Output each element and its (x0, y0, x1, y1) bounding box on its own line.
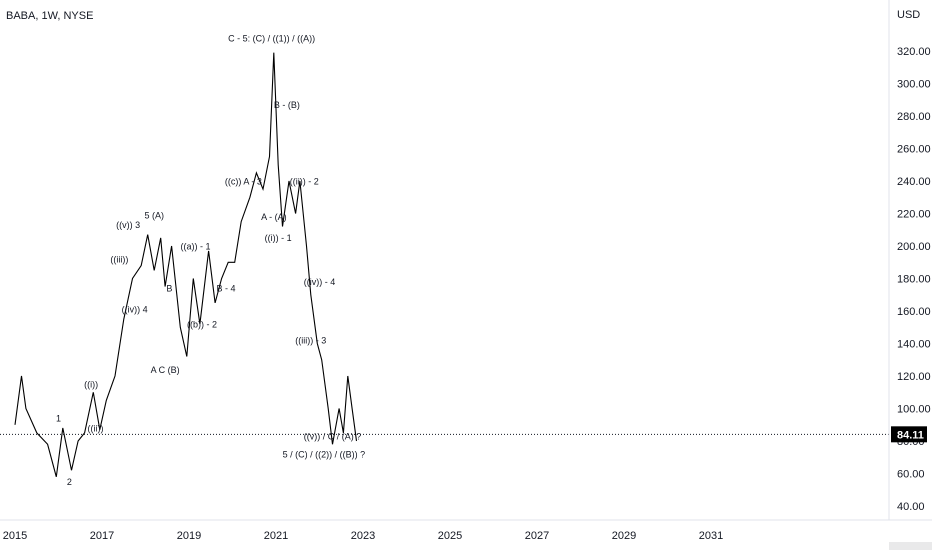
wave-label: 2 (67, 477, 72, 487)
x-tick-label: 2021 (264, 530, 288, 542)
chart-title: BABA, 1W, NYSE (6, 10, 93, 22)
y-tick-label: 40.00 (897, 501, 925, 513)
y-tick-label: 280.00 (897, 111, 931, 123)
price-series-line (14, 52, 358, 477)
y-tick-label: 60.00 (897, 469, 925, 481)
y-tick-label: 160.00 (897, 306, 931, 318)
y-tick-label: 100.00 (897, 404, 931, 416)
y-tick-label: 320.00 (897, 46, 931, 58)
y-tick-label: 260.00 (897, 144, 931, 156)
y-tick-label: 240.00 (897, 176, 931, 188)
last-price-badge-label: 84.11 (897, 429, 924, 441)
time-axis[interactable]: 2015 2017 2019 2021 2023 2025 2027 2029 2031 (3, 530, 723, 542)
x-tick-label: 2029 (612, 530, 636, 542)
wave-label: A - (A) (261, 212, 287, 222)
wave-label: ((a)) - 1 (181, 241, 211, 251)
y-tick-label: 200.00 (897, 241, 931, 253)
wave-label: ((ii)) - 2 (290, 176, 319, 186)
wave-label: B - 4 (216, 284, 235, 294)
last-price-badge-bg (891, 426, 927, 443)
x-tick-label: 2015 (3, 530, 27, 542)
price-axis[interactable]: 40.0060.0080.00100.00120.00140.00160.001… (897, 46, 931, 513)
wave-label: C - 5: (C) / ((1)) / ((A)) (228, 33, 315, 43)
time-axis-settings-handle[interactable] (889, 542, 932, 550)
currency-label: USD (897, 9, 920, 21)
x-tick-label: 2017 (90, 530, 114, 542)
x-tick-label: 2031 (699, 530, 723, 542)
wave-label: 5 (A) (144, 210, 164, 220)
wave-label: ((iii)) - 3 (295, 336, 326, 346)
x-tick-label: 2023 (351, 530, 375, 542)
wave-annotations: C - 5: (C) / ((1)) / ((A)) B - (B) ((ii)) … (56, 33, 365, 487)
x-tick-label: 2025 (438, 530, 462, 542)
y-tick-label: 140.00 (897, 339, 931, 351)
x-tick-label: 2019 (177, 530, 201, 542)
y-tick-label: 220.00 (897, 209, 931, 221)
wave-label: ((iv)) 4 (122, 305, 148, 315)
wave-label: A C (B) (151, 365, 180, 375)
wave-label: ((c)) A - 3 (225, 176, 262, 186)
wave-label: B - (B) (274, 100, 300, 110)
wave-label: ((iv)) - 4 (304, 277, 336, 287)
wave-label: ((v)) 3 (116, 220, 140, 230)
y-tick-label: 180.00 (897, 274, 931, 286)
wave-label: ((i)) - 1 (265, 233, 292, 243)
x-tick-label: 2027 (525, 530, 549, 542)
wave-label: 1 (56, 414, 61, 424)
wave-label: ((iii)) (110, 254, 128, 264)
y-tick-label: 300.00 (897, 79, 931, 91)
wave-label: ((ii)) (87, 423, 103, 433)
wave-label: ((i)) (84, 379, 98, 389)
y-tick-label: 120.00 (897, 371, 931, 383)
wave-label: B (166, 284, 172, 294)
wave-label: 5 / (C) / ((2)) / ((B)) ? (283, 449, 366, 459)
last-price-badge: 84.11 (891, 426, 927, 443)
wave-label: ((b)) - 2 (187, 319, 217, 329)
wave-label: ((v)) / C / (A) ? (304, 431, 362, 441)
